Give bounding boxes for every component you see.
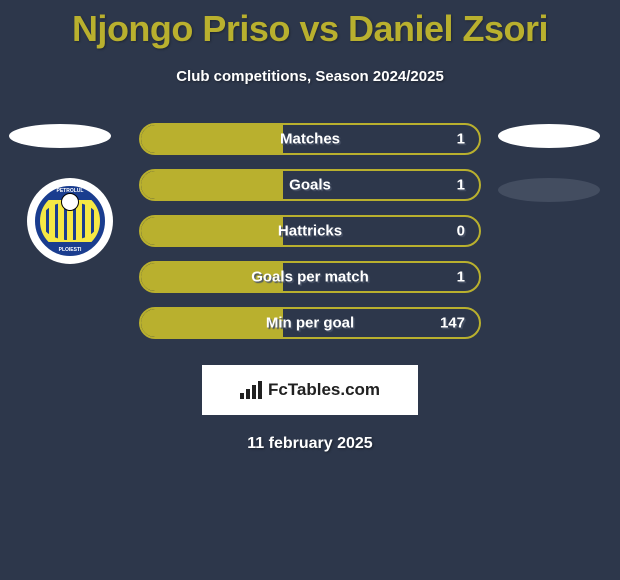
stat-label: Goals (289, 177, 331, 194)
player1-club-logo: PETROLUL PLOIESTI (19, 178, 121, 264)
club-name-top: PETROLUL (40, 188, 100, 194)
stat-label: Goals per match (251, 269, 369, 286)
stat-value: 1 (457, 177, 465, 194)
fctables-badge[interactable]: FcTables.com (202, 365, 418, 415)
page-title: Njongo Priso vs Daniel Zsori (0, 0, 620, 50)
stat-label: Hattricks (278, 223, 342, 240)
stat-label: Matches (280, 131, 340, 148)
stat-row: Goals per match 1 (139, 261, 481, 293)
subtitle: Club competitions, Season 2024/2025 (0, 68, 620, 85)
fctables-text: FcTables.com (268, 380, 380, 400)
stat-value: 1 (457, 131, 465, 148)
stat-row: Hattricks 0 (139, 215, 481, 247)
stat-label: Min per goal (266, 315, 354, 332)
date: 11 february 2025 (0, 435, 620, 453)
player1-placeholder-oval (9, 124, 111, 148)
stat-value: 147 (440, 315, 465, 332)
bar-chart-icon (240, 381, 262, 399)
stat-row: Matches 1 (139, 123, 481, 155)
stat-row: Goals 1 (139, 169, 481, 201)
stat-value: 1 (457, 269, 465, 286)
soccer-ball-icon (61, 193, 79, 211)
player2-placeholder-oval (498, 124, 600, 148)
player2-club-oval (498, 178, 600, 202)
club-name-bottom: PLOIESTI (40, 247, 100, 253)
stat-row: Min per goal 147 (139, 307, 481, 339)
stat-value: 0 (457, 223, 465, 240)
